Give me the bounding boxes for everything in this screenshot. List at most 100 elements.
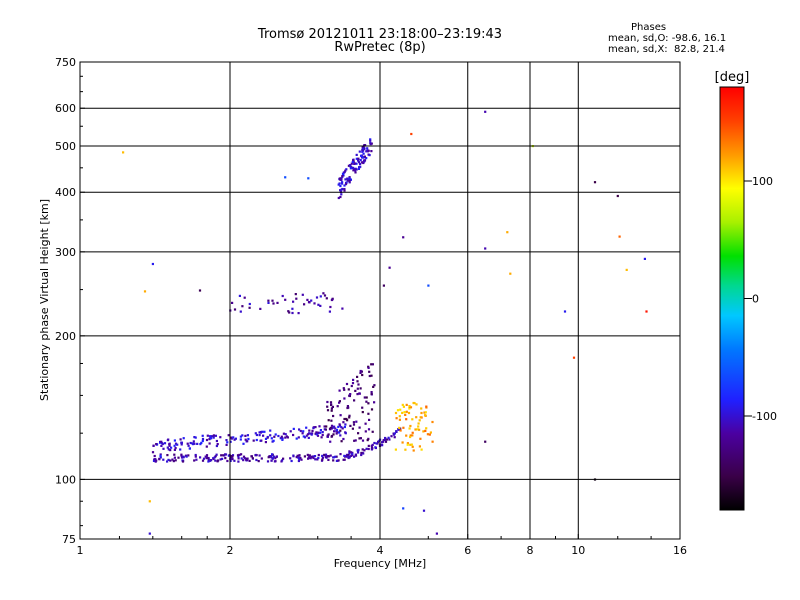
data-point: [335, 428, 339, 431]
data-point: [342, 387, 345, 390]
data-point: [356, 380, 359, 383]
data-point: [343, 458, 346, 461]
data-point: [246, 457, 249, 460]
data-point: [321, 431, 324, 434]
data-point: [350, 451, 353, 454]
data-point: [484, 247, 487, 250]
data-point: [365, 157, 368, 160]
data-point: [246, 434, 249, 437]
data-point: [216, 443, 219, 446]
data-point: [396, 409, 400, 412]
data-point: [315, 433, 318, 436]
data-point: [417, 422, 420, 425]
data-point: [340, 426, 343, 429]
data-point: [214, 434, 217, 437]
stats-o-line: mean, sd,O: -98.6, 16.1: [608, 33, 727, 44]
data-point: [359, 371, 362, 374]
data-point: [233, 459, 236, 462]
data-point: [279, 437, 282, 440]
data-point: [152, 444, 155, 447]
data-point: [258, 431, 261, 434]
data-point: [258, 454, 261, 457]
data-point: [231, 301, 234, 304]
data-point: [314, 458, 317, 461]
data-point: [174, 459, 177, 462]
data-point: [354, 171, 357, 174]
data-point: [205, 438, 209, 442]
data-point: [306, 453, 309, 456]
data-point: [354, 439, 357, 442]
data-point: [411, 445, 414, 448]
data-point: [148, 500, 151, 503]
data-point: [177, 456, 180, 459]
data-point: [357, 451, 360, 454]
data-point: [297, 312, 300, 315]
data-point: [327, 419, 330, 422]
data-point: [272, 455, 275, 458]
data-point: [373, 441, 376, 445]
data-point: [143, 290, 147, 293]
data-point: [420, 411, 423, 415]
data-point: [402, 426, 405, 429]
data-point: [350, 384, 353, 388]
data-point: [173, 456, 176, 459]
data-point: [405, 403, 408, 406]
data-point: [308, 454, 311, 457]
data-point: [207, 456, 210, 460]
data-point: [332, 456, 335, 459]
data-point: [248, 302, 251, 306]
data-point: [284, 436, 287, 439]
data-point: [332, 459, 335, 462]
data-point: [419, 416, 422, 419]
data-point: [200, 441, 203, 444]
data-point: [168, 443, 171, 446]
data-point: [242, 459, 245, 462]
data-point: [304, 436, 307, 439]
data-point: [231, 455, 234, 458]
data-point: [212, 434, 215, 437]
data-point: [208, 459, 211, 462]
data-point: [388, 266, 391, 269]
data-point: [393, 432, 396, 435]
data-point: [347, 164, 350, 167]
data-point: [338, 431, 341, 434]
data-point: [172, 460, 175, 463]
data-point: [215, 439, 218, 443]
data-point: [241, 305, 244, 308]
data-point: [310, 299, 313, 302]
data-point: [616, 194, 619, 198]
data-point: [353, 162, 356, 165]
data-point: [362, 156, 365, 159]
data-point: [322, 292, 325, 295]
data-point: [352, 423, 356, 426]
data-point: [361, 439, 365, 442]
data-point: [363, 155, 366, 158]
data-point: [292, 427, 295, 430]
data-point: [238, 453, 241, 456]
y-tick-label: 750: [55, 56, 76, 69]
data-point: [267, 301, 270, 304]
data-point: [239, 435, 242, 438]
data-point: [271, 299, 274, 302]
data-point: [382, 284, 385, 287]
data-point: [148, 532, 151, 535]
data-point: [326, 409, 330, 412]
data-point: [367, 366, 370, 369]
data-point: [361, 146, 364, 149]
data-point: [369, 143, 372, 146]
data-point: [356, 387, 359, 390]
data-point: [281, 294, 284, 298]
data-point: [217, 459, 220, 462]
data-point: [339, 189, 342, 192]
data-point: [314, 426, 317, 429]
data-point: [409, 434, 412, 437]
data-point: [347, 456, 350, 460]
data-point: [291, 311, 294, 315]
data-point: [330, 424, 334, 427]
data-point: [358, 150, 361, 153]
data-point: [339, 195, 342, 199]
data-point: [229, 459, 232, 462]
data-point: [398, 426, 401, 429]
data-point: [229, 436, 233, 439]
data-point: [367, 447, 370, 451]
